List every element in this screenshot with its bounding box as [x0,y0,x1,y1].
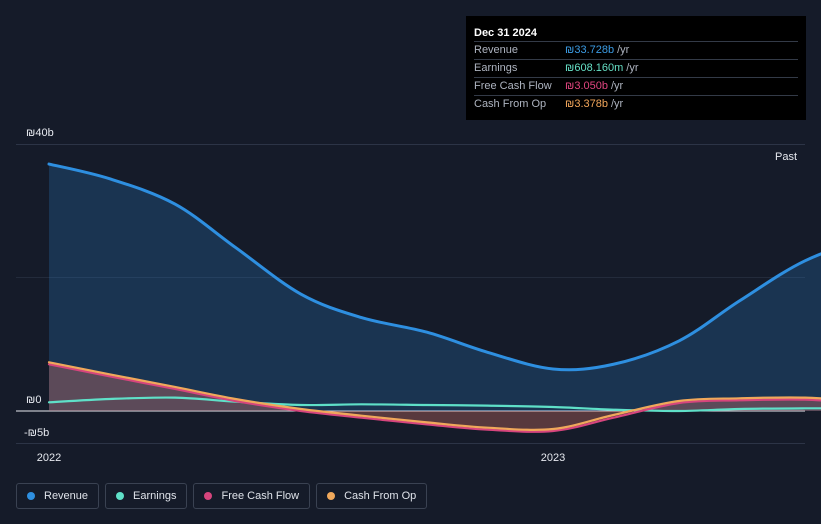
past-label: Past [775,151,797,163]
legend-dot-icon [327,492,336,500]
tooltip-row-earnings: Earnings ₪608.160m/yr [474,59,798,77]
y-tick-label: ₪40b [26,127,54,139]
tooltip-unit: /yr [626,62,639,74]
free-cash-flow-line [47,363,821,433]
legend-label: Earnings [133,490,177,502]
tooltip-unit: /yr [617,44,630,56]
y-tick-label: -₪5b [24,427,49,439]
cash-from-op-area [49,362,821,430]
chart-lines [47,162,821,433]
legend-dot-icon [27,492,35,500]
x-tick-label: 2022 [37,452,61,464]
free-cash-flow-area [49,364,821,432]
plot-background [16,144,805,444]
chart-areas [49,164,821,432]
data-tooltip: Dec 31 2024 Revenue ₪33.728b/yr Earnings ₪6… [466,16,806,120]
legend-item-free-cash-flow[interactable]: Free Cash Flow [193,483,311,509]
tooltip-row-free-cash-flow: Free Cash Flow ₪3.050b/yr [474,77,798,95]
legend-item-cash-from-op[interactable]: Cash From Op [316,483,428,509]
tooltip-value: ₪608.160m [565,62,624,74]
tooltip-value: ₪3.378b [565,98,608,110]
chart-grid [16,144,805,444]
revenue-line [47,162,821,372]
cash-from-op-line [47,361,821,431]
tooltip-row-revenue: Revenue ₪33.728b/yr [474,41,798,59]
revenue-area [49,164,821,411]
tooltip-label: Free Cash Flow [474,80,552,92]
tooltip-unit: /yr [611,80,624,92]
tooltip-value: ₪33.728b [565,44,615,56]
tooltip-label: Cash From Op [474,98,547,110]
legend-label: Cash From Op [344,490,417,502]
chart-ticks: ₪40b₪0-₪5b202220232024 [24,127,565,464]
tooltip-row-cash-from-op: Cash From Op ₪3.378b/yr [474,95,798,113]
legend-item-earnings[interactable]: Earnings [105,483,188,509]
tooltip-label: Revenue [474,44,519,56]
earnings-line [47,396,821,413]
legend-item-revenue[interactable]: Revenue [16,483,100,509]
tooltip-value: ₪3.050b [565,80,608,92]
legend-dot-icon [204,492,213,500]
legend-label: Free Cash Flow [221,490,300,502]
tooltip-date: Dec 31 2024 [474,27,537,39]
x-tick-label: 2023 [541,452,565,464]
chart-legend: Revenue Earnings Free Cash Flow Cash From O… [16,483,428,511]
tooltip-unit: /yr [611,98,624,110]
tooltip-label: Earnings [474,62,518,74]
legend-dot-icon [116,492,125,500]
legend-label: Revenue [44,490,89,502]
y-tick-label: ₪0 [26,394,41,406]
